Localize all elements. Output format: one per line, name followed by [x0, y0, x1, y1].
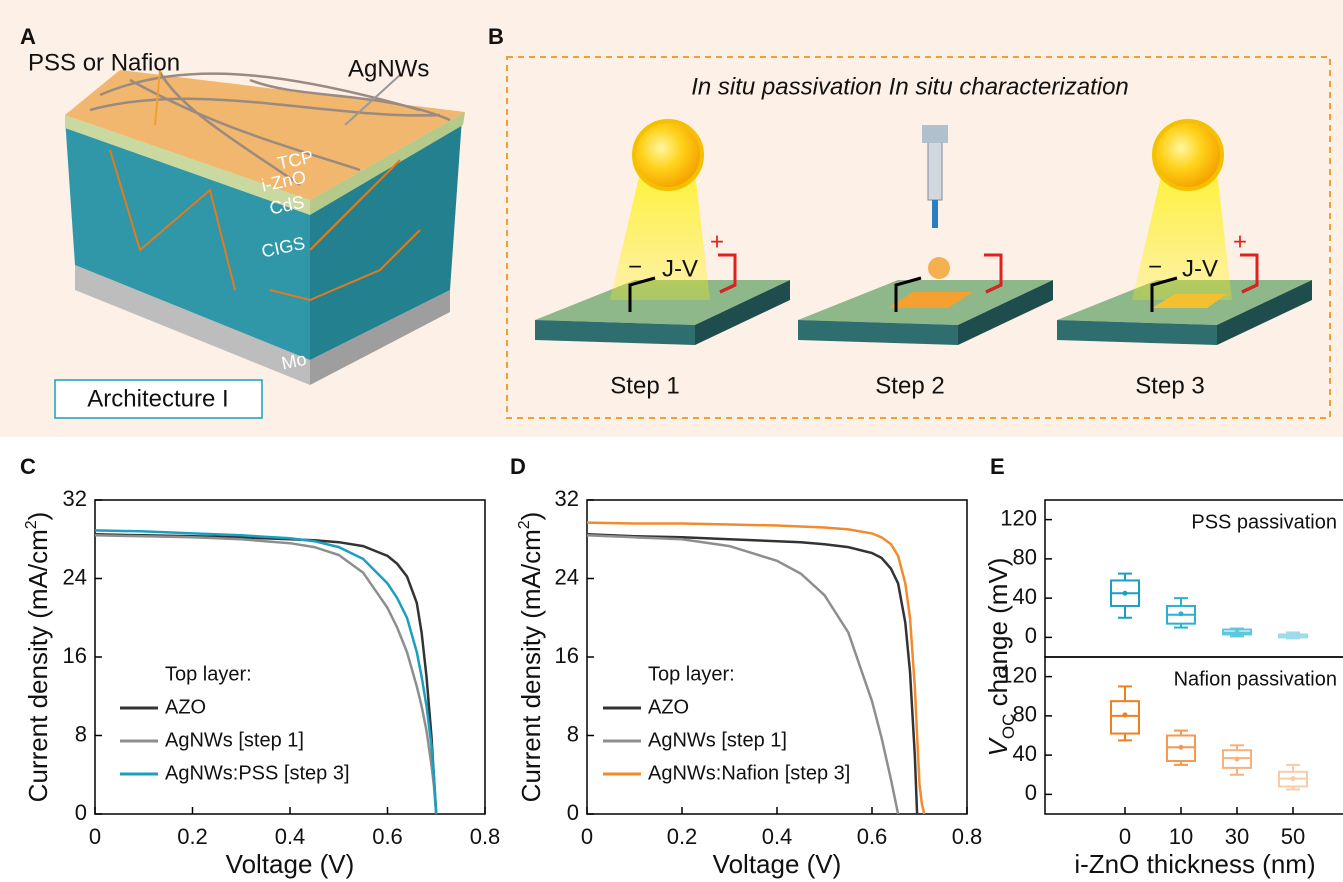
step-label: Step 1: [610, 372, 679, 399]
architecture-label: Architecture I: [87, 385, 228, 412]
x-tick-label: 0.4: [275, 824, 306, 849]
mean-dot: [1235, 757, 1240, 762]
y-tick-label: 40: [1013, 584, 1037, 609]
y-axis-label-part: 2: [23, 520, 40, 529]
mean-dot: [1291, 633, 1296, 638]
panel-label: D: [510, 454, 526, 479]
y-axis-label-part: OC: [999, 714, 1018, 740]
mean-dot: [1179, 745, 1184, 750]
y-axis-label-part: change (mV): [983, 558, 1013, 714]
legend-entry: AgNWs:PSS [step 3]: [165, 762, 350, 784]
x-axis-label: Voltage (V): [713, 849, 842, 879]
x-axis-label: Voltage (V): [226, 849, 355, 879]
y-axis-label-part: ): [516, 512, 546, 521]
mean-dot: [1123, 591, 1128, 596]
x-tick-label: 0.6: [372, 824, 403, 849]
x-tick-label: 0.8: [470, 824, 501, 849]
step-label: Step 3: [1135, 372, 1204, 399]
mean-dot: [1179, 611, 1184, 616]
legend-title: Top layer:: [648, 663, 735, 685]
y-axis-label-part: Current density (mA/cm: [23, 529, 53, 802]
y-tick-label: 120: [1000, 505, 1037, 530]
y-tick-label: 8: [75, 721, 87, 746]
y-axis-label-part: ): [23, 512, 53, 521]
mean-dot: [1235, 630, 1240, 635]
y-tick-label: 32: [63, 486, 87, 511]
x-tick-label: 0.2: [667, 824, 698, 849]
legend-title: Top layer:: [165, 663, 252, 685]
panel-label: E: [990, 454, 1005, 479]
legend-entry: AZO: [165, 696, 206, 718]
legend-entry: AgNWs [step 1]: [165, 729, 304, 751]
y-tick-label: 0: [567, 800, 579, 825]
y-axis-label-part: Current density (mA/cm: [516, 529, 546, 802]
minus-sign: −: [628, 253, 642, 280]
y-tick-label: 0: [75, 800, 87, 825]
legend-entry: AgNWs:Nafion [step 3]: [648, 762, 850, 784]
panel-label: A: [20, 24, 36, 49]
panel-label: C: [20, 454, 36, 479]
x-tick-label: 0: [89, 824, 101, 849]
jv-label: J-V: [1182, 255, 1218, 282]
plus-sign: +: [1233, 228, 1247, 255]
legend-entry: AgNWs [step 1]: [648, 729, 787, 751]
x-tick-label: 10: [1169, 824, 1193, 849]
mean-dot: [1123, 712, 1128, 717]
y-axis-label: Current density (mA/cm2): [23, 512, 53, 803]
y-tick-label: 0: [1025, 623, 1037, 648]
figure: A PSS or Nafion AgNWs TCP i-ZnO CdS CIGS…: [0, 0, 1343, 882]
minus-sign: −: [1148, 253, 1162, 280]
y-tick-label: 24: [555, 564, 579, 589]
callout: AgNWs: [348, 55, 429, 82]
x-tick-label: 0.8: [952, 824, 983, 849]
y-axis-label: Current density (mA/cm2): [516, 512, 546, 803]
y-axis-label-part: 2: [516, 520, 533, 529]
y-tick-label: 32: [555, 486, 579, 511]
y-tick-label: 16: [63, 643, 87, 668]
jv-label: J-V: [662, 255, 698, 282]
x-axis-label: i-ZnO thickness (nm): [1074, 849, 1315, 879]
y-tick-label: 0: [1025, 780, 1037, 805]
y-tick-label: 8: [567, 721, 579, 746]
y-tick-label: 24: [63, 564, 87, 589]
legend-entry: AZO: [648, 696, 689, 718]
plus-sign: +: [710, 228, 724, 255]
step-label: Step 2: [875, 372, 944, 399]
x-tick-label: 0.6: [857, 824, 888, 849]
annotation: PSS passivation: [1191, 511, 1337, 533]
panel-title: In situ passivation In situ characteriza…: [691, 73, 1129, 100]
panel-label: B: [488, 24, 504, 49]
callout: PSS or Nafion: [28, 49, 180, 76]
y-tick-label: 80: [1013, 545, 1037, 570]
mean-dot: [1291, 776, 1296, 781]
x-tick-label: 0.4: [762, 824, 793, 849]
y-tick-label: 16: [555, 643, 579, 668]
x-tick-label: 0: [1119, 824, 1131, 849]
x-tick-label: 0: [581, 824, 593, 849]
x-tick-label: 0.2: [177, 824, 208, 849]
x-tick-label: 30: [1225, 824, 1249, 849]
annotation: Nafion passivation: [1174, 668, 1337, 690]
x-tick-label: 50: [1281, 824, 1305, 849]
y-axis-label: VOC change (mV): [983, 558, 1018, 757]
y-tick-label: 40: [1013, 741, 1037, 766]
